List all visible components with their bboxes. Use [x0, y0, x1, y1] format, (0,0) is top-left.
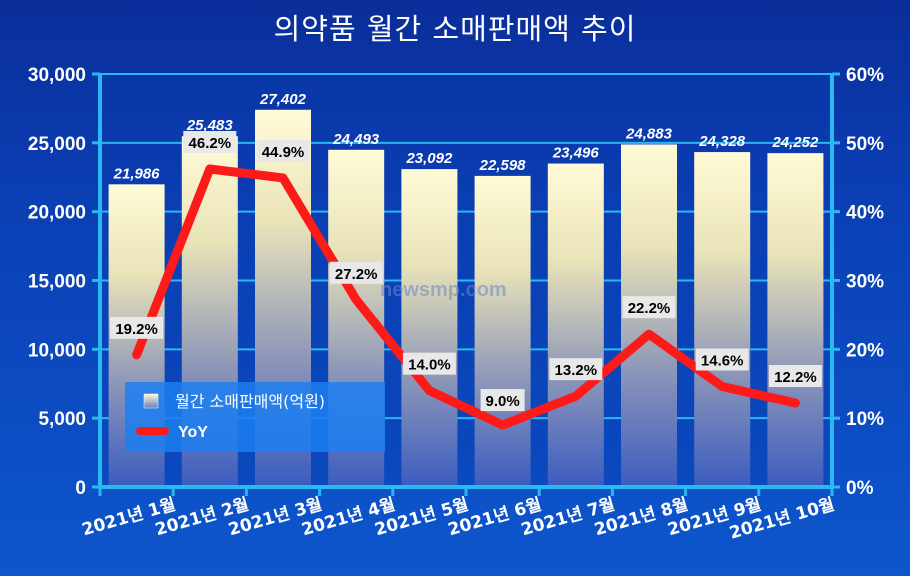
yoy-value-label: 44.9%	[256, 139, 310, 162]
bar-value-label: 24,328	[698, 133, 746, 150]
legend-line-label: YoY	[178, 424, 208, 441]
yoy-label-text: 14.0%	[408, 357, 451, 374]
watermark: newsmp.com	[380, 279, 507, 301]
y-right-tick-label: 10%	[846, 409, 884, 430]
yoy-value-label: 12.2%	[768, 365, 822, 388]
yoy-label-text: 9.0%	[485, 393, 519, 410]
y-left-tick-label: 20,000	[28, 203, 86, 224]
yoy-label-text: 44.9%	[262, 144, 305, 161]
yoy-value-label: 14.6%	[695, 348, 749, 371]
bar-value-label: 24,883	[625, 125, 673, 142]
legend-box	[125, 382, 385, 452]
y-left-tick-label: 10,000	[28, 340, 86, 361]
yoy-label-text: 19.2%	[115, 321, 158, 338]
yoy-value-label: 22.2%	[622, 296, 676, 319]
yoy-value-label: 19.2%	[110, 316, 164, 339]
bar-value-label: 25,483	[186, 117, 234, 134]
yoy-value-label: 13.2%	[549, 358, 603, 381]
bar	[694, 152, 751, 487]
yoy-value-label: 46.2%	[183, 130, 237, 153]
yoy-label-bg	[183, 130, 237, 153]
bar	[401, 169, 458, 487]
y-right-tick-label: 60%	[846, 65, 884, 86]
yoy-label-text: 14.6%	[701, 353, 744, 370]
chart-title: 의약품 월간 소매판매액 추이	[273, 12, 637, 46]
legend-bar-label: 월간 소매판매액(억원)	[175, 392, 325, 411]
yoy-label-bg	[256, 139, 310, 162]
yoy-label-bg	[402, 352, 456, 375]
yoy-label-text: 22.2%	[628, 300, 671, 317]
yoy-value-label: 14.0%	[402, 352, 456, 375]
yoy-label-bg	[695, 348, 749, 371]
y-left-tick-label: 15,000	[28, 272, 86, 293]
yoy-label-text: 46.2%	[189, 135, 232, 152]
bar-value-label: 27,402	[259, 91, 307, 108]
y-left-tick-label: 0	[75, 478, 86, 499]
yoy-label-bg	[768, 365, 822, 388]
bar-value-label: 24,252	[771, 134, 819, 151]
y-right-tick-label: 30%	[846, 272, 884, 293]
bar	[474, 175, 531, 487]
y-right-tick-label: 20%	[846, 340, 884, 361]
bar	[767, 153, 824, 487]
yoy-line	[132, 164, 800, 430]
yoy-value-label: 27.2%	[329, 261, 383, 284]
y-left-tick-label: 25,000	[28, 134, 86, 155]
yoy-label-bg	[480, 389, 525, 412]
yoy-label-bg	[110, 316, 164, 339]
bar-value-label: 24,493	[332, 131, 380, 148]
yoy-label-text: 12.2%	[774, 369, 817, 386]
yoy-label-bg	[622, 296, 676, 319]
bar	[547, 163, 604, 488]
yoy-label-bg	[549, 358, 603, 381]
yoy-label-text: 27.2%	[335, 266, 378, 283]
bar-value-label: 22,598	[479, 157, 527, 174]
legend: 월간 소매판매액(억원) YoY	[125, 382, 385, 452]
data-labels: 21,986 25,483 27,402 24,493 23,092 22,598 23,4…	[110, 91, 822, 412]
y-right-tick-label: 40%	[846, 203, 884, 224]
yoy-value-label: 9.0%	[480, 389, 525, 412]
bar-value-label: 23,496	[552, 145, 600, 162]
legend-bar-swatch	[143, 393, 159, 409]
y-right-tick-label: 50%	[846, 134, 884, 155]
y-left-tick-label: 30,000	[28, 65, 86, 86]
y-left-tick-label: 5,000	[38, 409, 86, 430]
yoy-label-text: 13.2%	[555, 362, 598, 379]
bar-value-label: 23,092	[405, 150, 453, 167]
yoy-line-group	[132, 164, 800, 430]
yoy-label-bg	[329, 261, 383, 284]
axes: 0 5,000 10,000 15,000 20,000 25,000 30,000 0% 10…	[28, 65, 884, 544]
y-right-tick-label: 0%	[846, 478, 874, 499]
bar-value-label: 21,986	[113, 165, 161, 182]
